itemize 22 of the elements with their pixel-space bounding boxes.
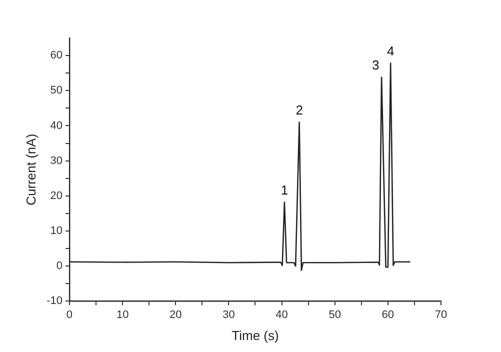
x-axis-title: Time (s) xyxy=(232,328,279,343)
y-tick-label: 20 xyxy=(50,190,62,202)
y-tick-label: 0 xyxy=(56,260,62,272)
x-tick-label: 20 xyxy=(170,308,182,321)
x-tick-label: 40 xyxy=(276,308,288,321)
x-tick-label: 10 xyxy=(116,308,129,321)
y-tick-label: 40 xyxy=(50,120,62,132)
x-tick-label: 0 xyxy=(66,308,73,321)
x-tick-label: 60 xyxy=(382,308,394,321)
y-tick-label: -10 xyxy=(46,295,62,308)
y-axis-title: Current (nA) xyxy=(23,134,38,206)
annotation: 4 xyxy=(386,43,394,58)
x-tick-label: 30 xyxy=(222,308,235,321)
annotation: 1 xyxy=(280,182,288,198)
y-tick-label: 50 xyxy=(50,84,62,97)
annotation: 2 xyxy=(296,102,303,118)
annotation: 3 xyxy=(372,57,380,72)
x-tick-label: 50 xyxy=(328,308,341,321)
y-tick-label: 30 xyxy=(50,154,62,167)
y-tick-label: 60 xyxy=(50,50,62,62)
x-tick-label: 70 xyxy=(434,308,448,321)
y-tick-label: 10 xyxy=(50,225,62,238)
